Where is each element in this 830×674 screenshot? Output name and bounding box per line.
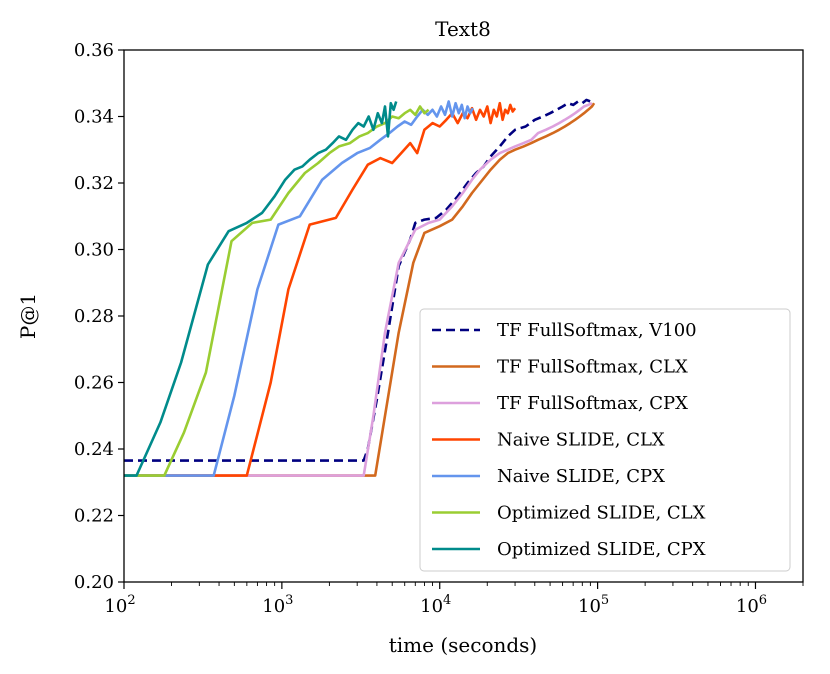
series-line-naive-slide-cpx [124,100,474,477]
series-layer [124,98,596,477]
x-axis-label: time (seconds) [389,633,538,657]
legend-label: Naive SLIDE, CLX [497,430,665,451]
x-tick-label: 106 [736,593,767,617]
y-tick-label: 0.30 [74,240,114,261]
x-axis-ticks: 102 103 104 105 106 [104,582,804,617]
y-tick-label: 0.36 [74,40,114,61]
series-line-optimized-slide-cpx [124,101,398,477]
legend-label: TF FullSoftmax, CLX [497,357,688,378]
series-line-tf-fullsoftmax-clx [124,102,596,477]
legend-box [419,308,791,572]
legend-label: Optimized SLIDE, CLX [497,503,706,524]
y-tick-label: 0.20 [74,572,114,593]
y-tick-label: 0.22 [74,506,114,527]
series-line-tf-fullsoftmax-cpx [124,102,593,477]
legend-label: Optimized SLIDE, CPX [497,539,706,560]
x-tick-label: 103 [262,593,293,617]
y-tick-label: 0.32 [74,173,114,194]
y-tick-label: 0.34 [74,107,114,128]
y-tick-label: 0.24 [74,439,114,460]
series-line-optimized-slide-clx [124,105,430,477]
legend-label: TF FullSoftmax, V100 [497,320,697,341]
y-tick-label: 0.26 [74,373,114,394]
y-tick-label: 0.28 [74,306,114,327]
legend-label: TF FullSoftmax, CPX [497,393,688,414]
series-line-naive-slide-clx [124,101,517,477]
legend-label: Naive SLIDE, CPX [497,466,665,487]
y-axis-ticks: 0.20 0.22 0.24 0.26 0.28 0.30 0.32 0.34 0.36 [74,40,124,593]
x-tick-label: 104 [420,593,451,617]
plot-frame [123,49,804,583]
legend: TF FullSoftmax, V100 TF FullSoftmax, CLX T… [419,308,791,572]
chart-title: Text8 [435,17,491,41]
y-axis-label: P@1 [16,293,40,339]
x-tick-label: 105 [578,593,609,617]
x-tick-label: 102 [104,593,135,617]
